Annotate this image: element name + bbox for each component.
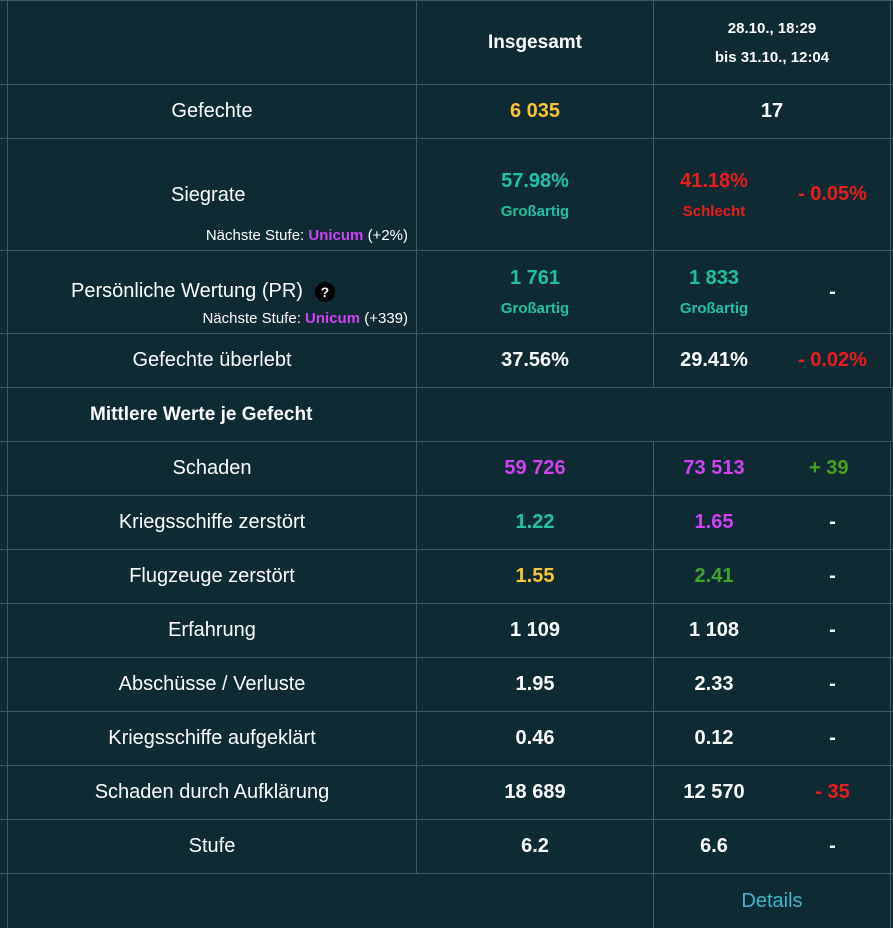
details-link[interactable]: Details: [741, 889, 803, 912]
row-label: Erfahrung: [168, 619, 256, 641]
row-delta: -: [829, 835, 836, 857]
row-label: Abschüsse / Verluste: [118, 673, 306, 695]
winrate-label: Siegrate: [171, 184, 246, 206]
avg-row-experience: Erfahrung 1 109 1 108 -: [0, 604, 893, 658]
row-label: Schaden: [172, 457, 252, 479]
pr-total-rating: Großartig: [500, 300, 570, 317]
survived-delta: - 0.02%: [798, 349, 867, 371]
row-label: Schaden durch Aufklärung: [94, 781, 330, 803]
row-total: 59 726: [504, 457, 566, 479]
winrate-period: 41.18%: [680, 170, 748, 192]
row-period: 2.41: [694, 565, 734, 587]
survived-total: 37.56%: [501, 349, 569, 371]
row-label: Kriegsschiffe aufgeklärt: [108, 727, 316, 749]
row-period: 1 108: [688, 619, 740, 641]
period-start: 28.10., 18:29: [727, 19, 817, 37]
row-period: 1.65: [694, 511, 734, 533]
help-icon[interactable]: ?: [314, 281, 335, 302]
row-total: 1.55: [515, 565, 555, 587]
row-period: 0.12: [694, 727, 734, 749]
survived-row: Gefechte überlebt 37.56% 29.41% - 0.02%: [0, 334, 893, 388]
pr-period: 1 833: [688, 267, 740, 289]
header-total-label: Insgesamt: [488, 31, 582, 53]
pr-next-level-name: Unicum: [305, 310, 361, 327]
pr-next-level: Nächste Stufe: Unicum (+339): [202, 310, 408, 327]
row-label: Kriegsschiffe zerstört: [118, 511, 306, 533]
winrate-next-level-name: Unicum: [308, 227, 364, 244]
row-delta: -: [829, 619, 836, 641]
row-label: Flugzeuge zerstört: [129, 565, 295, 587]
header-total-cell: Insgesamt: [417, 1, 654, 84]
row-delta: + 39: [809, 457, 849, 479]
header-period-cell: 28.10., 18:29 bis 31.10., 12:04: [654, 1, 891, 84]
section-row: Mittlere Werte je Gefecht: [0, 388, 893, 442]
row-period: 2.33: [694, 673, 734, 695]
avg-row-spotting-damage: Schaden durch Aufklärung 18 689 12 570 -…: [0, 766, 893, 820]
row-period: 6.6: [700, 835, 728, 857]
footer-row: Details: [0, 874, 893, 928]
winrate-row: Siegrate Nächste Stufe: Unicum (+2%) 57.…: [0, 139, 893, 251]
row-label: Stufe: [188, 835, 236, 857]
survived-period: 29.41%: [680, 349, 748, 371]
avg-row-planes-destroyed: Flugzeuge zerstört 1.55 2.41 -: [0, 550, 893, 604]
battles-label: Gefechte: [171, 100, 253, 122]
avg-row-damage: Schaden 59 726 73 513 + 39: [0, 442, 893, 496]
pr-delta: -: [829, 280, 836, 303]
row-delta: -: [829, 511, 836, 533]
battles-period: 17: [760, 100, 784, 122]
row-delta: - 35: [815, 781, 850, 803]
row-delta: -: [829, 673, 836, 695]
row-total: 6.2: [521, 835, 549, 857]
pr-row: Persönliche Wertung (PR) ? Nächste Stufe…: [0, 251, 893, 334]
avg-row-ships-destroyed: Kriegsschiffe zerstört 1.22 1.65 -: [0, 496, 893, 550]
winrate-period-rating: Schlecht: [682, 203, 746, 220]
winrate-total-rating: Großartig: [500, 203, 570, 220]
winrate-total: 57.98%: [501, 170, 569, 192]
row-total: 1 109: [509, 619, 561, 641]
battles-row: Gefechte 6 035 17: [0, 85, 893, 139]
row-period: 12 570: [683, 781, 745, 803]
winrate-next-level: Nächste Stufe: Unicum (+2%): [205, 227, 408, 244]
section-title: Mittlere Werte je Gefecht: [90, 403, 313, 425]
winrate-delta: - 0.05%: [798, 183, 867, 205]
row-total: 0.46: [515, 727, 555, 749]
survived-label: Gefechte überlebt: [132, 349, 292, 371]
pr-period-rating: Großartig: [679, 300, 749, 317]
row-delta: -: [829, 727, 836, 749]
header-label-cell: [7, 1, 417, 84]
header-row: Insgesamt 28.10., 18:29 bis 31.10., 12:0…: [0, 0, 893, 85]
row-delta: -: [829, 565, 836, 587]
avg-row-ships-spotted: Kriegsschiffe aufgeklärt 0.46 0.12 -: [0, 712, 893, 766]
row-total: 1.95: [515, 673, 555, 695]
pr-label: Persönliche Wertung (PR): [71, 280, 303, 302]
row-period: 73 513: [683, 457, 745, 479]
row-total: 1.22: [515, 511, 555, 533]
battles-total: 6 035: [509, 100, 561, 122]
row-total: 18 689: [504, 781, 566, 803]
avg-row-kd: Abschüsse / Verluste 1.95 2.33 -: [0, 658, 893, 712]
avg-row-tier: Stufe 6.2 6.6 -: [0, 820, 893, 874]
period-end: bis 31.10., 12:04: [714, 48, 830, 66]
pr-total: 1 761: [509, 267, 561, 289]
